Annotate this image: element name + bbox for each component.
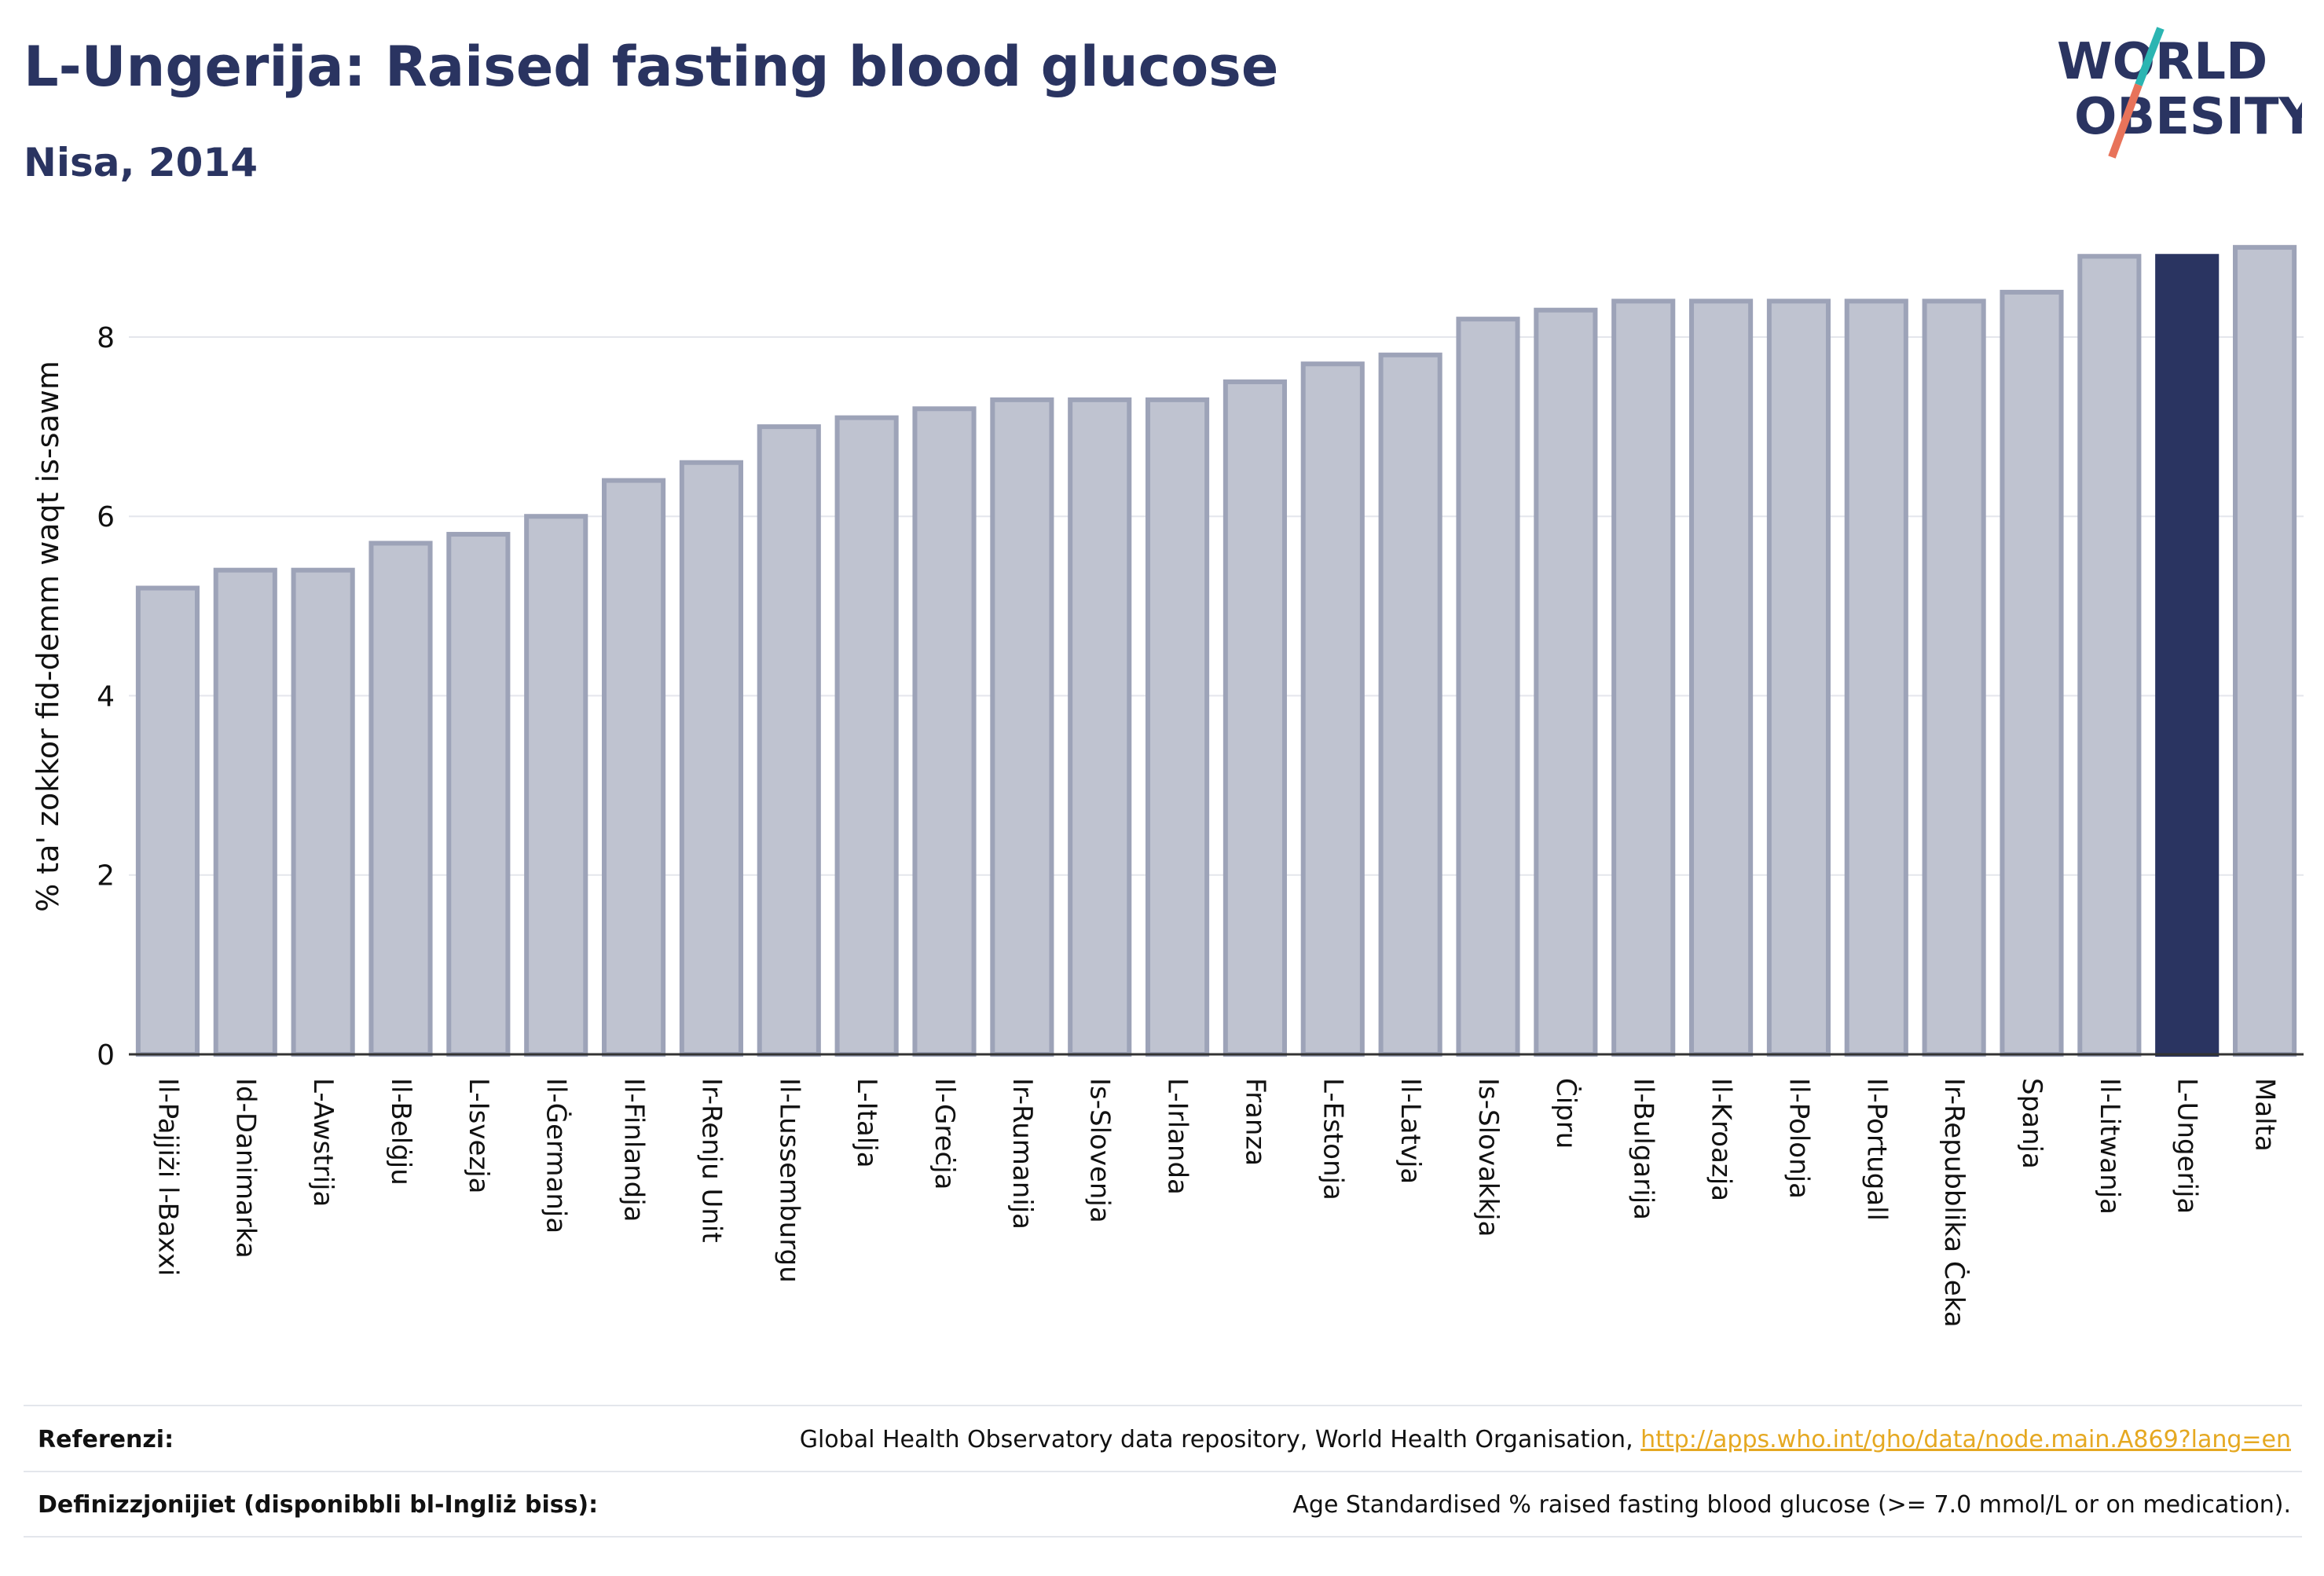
tick-labels: 0 2 4 6 8 Il-Pajjiżi l-Baxxi Id-Danimarka L-Aws…	[97, 322, 2280, 1328]
bars	[135, 244, 2297, 1057]
x-tick-label: Il-Polonja	[1783, 1078, 1814, 1199]
x-tick-label: Ir-Renju Unit	[695, 1078, 727, 1243]
definitions-label: Definizzjonijiet (disponibbli bl-Ingliż …	[38, 1491, 599, 1519]
x-tick-label: L-Estonja	[1317, 1078, 1348, 1200]
x-tick-label: Franza	[1239, 1078, 1270, 1166]
bar	[1844, 299, 1908, 1057]
x-tick-label: Il-Bulgarija	[1628, 1078, 1659, 1220]
x-tick-label: Il-Kroazja	[1706, 1078, 1737, 1201]
x-tick-label: L-Italja	[851, 1078, 882, 1168]
references-value: Global Health Observatory data repositor…	[800, 1426, 2291, 1453]
logo-slash-teal	[2135, 27, 2165, 86]
world-obesity-logo: WORLD OBESITY	[2057, 27, 2302, 159]
x-tick-label: L-Isvezja	[463, 1078, 494, 1194]
x-tick-label: L-Awstrija	[307, 1078, 339, 1207]
x-tick-label: Il-Belġju	[385, 1078, 416, 1186]
y-tick-label: 8	[97, 322, 115, 354]
bar	[1068, 397, 1132, 1057]
x-tick-label: Ċipru	[1550, 1078, 1582, 1149]
footer-divider-middle	[24, 1471, 2302, 1472]
x-tick-label: Il-Portugall	[1860, 1078, 1892, 1221]
bar	[1689, 299, 1754, 1057]
bar	[834, 415, 899, 1057]
bar	[135, 585, 200, 1057]
y-tick-label: 2	[97, 860, 115, 892]
bar	[213, 567, 277, 1057]
chart-title: L-Ungerija: Raised fasting blood glucose	[24, 35, 1279, 99]
x-tick-label: Il-Finlandja	[618, 1078, 650, 1222]
bar	[1300, 361, 1365, 1057]
y-tick-label: 0	[97, 1039, 115, 1072]
bar	[524, 514, 588, 1057]
x-tick-label: Il-Pajjiżi l-Baxxi	[152, 1078, 183, 1276]
bar	[368, 541, 433, 1057]
bar	[1222, 379, 1287, 1057]
y-tick-label: 6	[97, 501, 115, 533]
footer-divider-bottom	[24, 1536, 2302, 1538]
references-label: Referenzi:	[38, 1426, 174, 1453]
bar	[757, 424, 821, 1057]
y-tick-label: 4	[97, 680, 115, 713]
bar	[1766, 299, 1831, 1057]
bar	[1378, 352, 1442, 1057]
x-tick-label: Spanja	[2016, 1078, 2047, 1169]
x-tick-label: Id-Danimarka	[229, 1078, 261, 1259]
x-tick-label: Is-Slovenja	[1084, 1078, 1116, 1223]
x-tick-label: Il-Ġermanja	[541, 1078, 573, 1233]
references-link[interactable]: http://apps.who.int/gho/data/node.main.A…	[1640, 1426, 2291, 1453]
bar	[912, 406, 977, 1057]
x-tick-label: Il-Latvja	[1395, 1078, 1426, 1184]
references-text: Global Health Observatory data repositor…	[799, 1426, 1641, 1453]
x-tick-label: L-Ungerija	[2172, 1078, 2203, 1214]
bar	[990, 397, 1054, 1057]
bar	[1922, 299, 1986, 1057]
logo-line-1: WORLD	[2057, 33, 2267, 91]
bar	[1456, 317, 1520, 1057]
y-axis-label: % ta' zokkor fid-demm waqt is-sawm	[31, 361, 65, 912]
x-tick-label: Is-Slovakkja	[1472, 1078, 1504, 1237]
bar-highlight	[2155, 254, 2220, 1057]
x-tick-label: Malta	[2249, 1078, 2281, 1152]
chart-subtitle: Nisa, 2014	[24, 140, 258, 185]
x-tick-label: Ir-Repubblika Ċeka	[1938, 1078, 1970, 1328]
logo-slash-coral	[2108, 83, 2143, 159]
logo-line-2: OBESITY	[2074, 88, 2302, 146]
bar	[1534, 307, 1598, 1057]
x-tick-label: Ir-Rumanija	[1006, 1078, 1038, 1230]
bar	[2077, 254, 2142, 1057]
x-tick-label: Il-Greċja	[929, 1078, 960, 1189]
x-tick-label: L-Irlanda	[1162, 1078, 1193, 1195]
bar	[679, 460, 743, 1057]
bar	[2000, 289, 2064, 1057]
bar	[446, 532, 511, 1057]
bar	[1611, 299, 1676, 1057]
bar	[1146, 397, 1210, 1057]
x-tick-label: Il-Lussemburgu	[773, 1078, 805, 1283]
footer-divider-top	[24, 1405, 2302, 1406]
bar	[602, 478, 666, 1057]
bar	[2233, 244, 2297, 1057]
definitions-value: Age Standardised % raised fasting blood …	[1292, 1491, 2291, 1519]
bar	[291, 567, 355, 1057]
x-tick-label: Il-Litwanja	[2094, 1078, 2125, 1215]
bar-chart: 0 2 4 6 8 Il-Pajjiżi l-Baxxi Id-Danimarka L-Aws…	[31, 244, 2304, 1328]
